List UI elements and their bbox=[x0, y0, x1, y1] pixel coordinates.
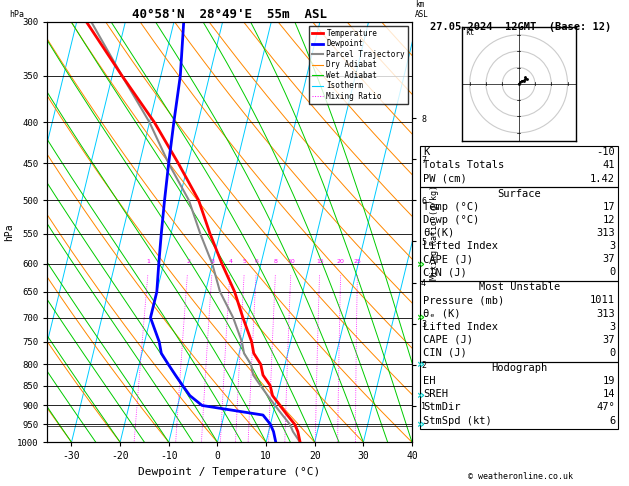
Text: 6: 6 bbox=[609, 416, 615, 426]
Text: 0: 0 bbox=[609, 267, 615, 278]
Text: 15: 15 bbox=[316, 259, 324, 264]
Text: 313: 313 bbox=[596, 228, 615, 238]
Text: 3: 3 bbox=[609, 322, 615, 332]
Text: StmSpd (kt): StmSpd (kt) bbox=[423, 416, 492, 426]
Text: 6: 6 bbox=[255, 259, 259, 264]
Text: 12: 12 bbox=[603, 215, 615, 225]
Text: hPa: hPa bbox=[9, 10, 25, 19]
Text: 1: 1 bbox=[147, 259, 151, 264]
Text: CAPE (J): CAPE (J) bbox=[423, 254, 473, 264]
Text: 3: 3 bbox=[211, 259, 214, 264]
Text: 20: 20 bbox=[337, 259, 345, 264]
Text: »: » bbox=[417, 418, 425, 431]
Text: SREH: SREH bbox=[423, 389, 448, 399]
Text: Hodograph: Hodograph bbox=[491, 363, 547, 373]
Text: 25: 25 bbox=[353, 259, 362, 264]
Text: θₑ (K): θₑ (K) bbox=[423, 309, 461, 319]
Text: CIN (J): CIN (J) bbox=[423, 348, 467, 358]
Text: PW (cm): PW (cm) bbox=[423, 174, 467, 184]
Text: EH: EH bbox=[423, 376, 436, 386]
Text: -10: -10 bbox=[596, 147, 615, 157]
Text: 3: 3 bbox=[609, 241, 615, 251]
Text: 47°: 47° bbox=[596, 402, 615, 413]
Text: Dewp (°C): Dewp (°C) bbox=[423, 215, 479, 225]
Text: Totals Totals: Totals Totals bbox=[423, 160, 504, 171]
Text: kt: kt bbox=[465, 28, 474, 37]
Text: 5: 5 bbox=[243, 259, 247, 264]
Text: CIN (J): CIN (J) bbox=[423, 267, 467, 278]
Text: 27.05.2024  12GMT  (Base: 12): 27.05.2024 12GMT (Base: 12) bbox=[430, 22, 611, 32]
Text: 10: 10 bbox=[287, 259, 295, 264]
Text: »: » bbox=[417, 311, 425, 324]
Text: Lifted Index: Lifted Index bbox=[423, 322, 498, 332]
Text: 2: 2 bbox=[186, 259, 190, 264]
Text: Pressure (mb): Pressure (mb) bbox=[423, 295, 504, 306]
Legend: Temperature, Dewpoint, Parcel Trajectory, Dry Adiabat, Wet Adiabat, Isotherm, Mi: Temperature, Dewpoint, Parcel Trajectory… bbox=[309, 26, 408, 104]
Text: Mixing Ratio (g/kg): Mixing Ratio (g/kg) bbox=[430, 185, 439, 279]
Text: 4: 4 bbox=[228, 259, 233, 264]
Title: 40°58'N  28°49'E  55m  ASL: 40°58'N 28°49'E 55m ASL bbox=[132, 8, 327, 21]
Text: 17: 17 bbox=[603, 202, 615, 212]
Text: km
ASL: km ASL bbox=[415, 0, 429, 19]
Text: »: » bbox=[417, 258, 425, 270]
Text: StmDir: StmDir bbox=[423, 402, 461, 413]
Text: 313: 313 bbox=[596, 309, 615, 319]
X-axis label: Dewpoint / Temperature (°C): Dewpoint / Temperature (°C) bbox=[138, 467, 321, 477]
Text: 19: 19 bbox=[603, 376, 615, 386]
Text: 0: 0 bbox=[609, 348, 615, 358]
Text: Lifted Index: Lifted Index bbox=[423, 241, 498, 251]
Text: 14: 14 bbox=[603, 389, 615, 399]
Text: Most Unstable: Most Unstable bbox=[479, 282, 560, 293]
Text: © weatheronline.co.uk: © weatheronline.co.uk bbox=[469, 472, 573, 481]
Text: »: » bbox=[417, 358, 425, 371]
Text: Temp (°C): Temp (°C) bbox=[423, 202, 479, 212]
Text: 8: 8 bbox=[274, 259, 278, 264]
Text: θₑ(K): θₑ(K) bbox=[423, 228, 455, 238]
Text: Surface: Surface bbox=[498, 189, 541, 199]
Text: 37: 37 bbox=[603, 335, 615, 345]
Text: CAPE (J): CAPE (J) bbox=[423, 335, 473, 345]
Text: »: » bbox=[417, 389, 425, 402]
Text: 37: 37 bbox=[603, 254, 615, 264]
Text: 1011: 1011 bbox=[590, 295, 615, 306]
Text: 1.42: 1.42 bbox=[590, 174, 615, 184]
Text: 41: 41 bbox=[603, 160, 615, 171]
Y-axis label: hPa: hPa bbox=[4, 223, 14, 241]
Text: K: K bbox=[423, 147, 430, 157]
